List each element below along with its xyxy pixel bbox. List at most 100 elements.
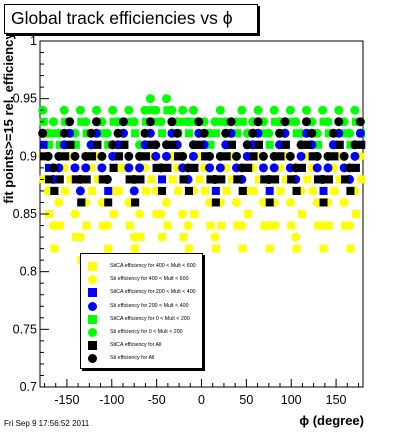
data-point [152,163,161,172]
data-point [124,163,134,173]
data-point [323,151,333,161]
data-point [258,163,268,173]
data-point [201,152,210,161]
data-point [140,140,150,150]
data-point [314,140,323,149]
data-point [221,128,231,138]
data-point [48,163,58,173]
x-tick-label: 100 [281,393,302,407]
data-point [66,140,75,149]
data-point [206,140,215,149]
x-tick-label: 150 [326,393,347,407]
x-axis-label: ϕ (degree) [299,413,364,428]
data-point [54,197,64,207]
data-point [217,175,226,184]
data-point [351,163,360,172]
legend-item: StiCA efficiency for 200 < Mult < 400 [81,286,202,299]
data-point [211,198,220,207]
series-3 [39,163,366,265]
data-point [124,151,134,161]
data-point [59,140,69,150]
data-point [312,163,322,173]
data-point [98,175,107,184]
legend-label: StiCA efficiency for All [110,342,162,349]
data-point [328,140,338,150]
data-point [152,210,161,218]
data-point [61,152,70,161]
data-point [265,244,274,253]
data-point [92,105,102,115]
data-point [217,221,226,230]
series-5 [39,140,366,207]
timestamp: Fri Sep 9 17:56:52 2011 [4,419,90,428]
data-point [206,221,215,230]
data-point [66,175,75,184]
data-point [114,186,123,195]
data-point [233,129,242,138]
data-point [188,140,198,150]
data-point [195,175,204,184]
data-point [145,117,155,127]
data-point [44,175,53,184]
data-point [97,151,107,161]
data-point [350,140,360,150]
data-point [319,186,328,195]
data-point [88,152,97,161]
data-point [221,140,231,150]
data-point [93,175,102,184]
legend-label: Sti efficiency for 200 < Mult < 400 [110,302,189,309]
data-point [75,105,85,115]
data-point [271,117,280,126]
data-point [276,152,285,161]
data-point [118,117,128,127]
legend-marker [88,354,97,364]
data-point [109,117,118,126]
data-point [167,117,177,127]
data-point [48,117,58,127]
data-point [140,128,150,138]
data-point [303,175,312,184]
data-point [114,152,123,161]
data-point [355,117,365,127]
data-point [319,117,328,126]
data-point [297,163,306,172]
data-point [59,105,69,115]
data-point [285,105,295,115]
data-point [125,221,134,230]
data-point [287,221,296,230]
data-point [141,186,150,195]
data-point [238,244,247,253]
data-point [163,221,172,230]
data-point [135,151,145,161]
data-point [341,175,350,184]
axes: -150 -100 -50 0 50 100 150 0.7 0.75 0.8 0.85 0.9 0.9… [13,34,360,407]
data-point [120,140,129,149]
data-point [211,244,220,253]
data-point [179,175,188,184]
legend-label: StiCA efficiency for 200 < Mult < 400 [110,289,196,296]
data-point [210,232,220,242]
data-point [50,186,59,195]
data-point [158,233,167,242]
data-point [109,210,118,218]
data-point [131,198,140,207]
legend-marker [88,328,97,337]
data-point [205,197,215,207]
legend-marker [88,275,97,285]
data-point [145,94,155,104]
x-tick-label: 50 [239,393,253,407]
legend-label: Sti efficiency for 400 < Mult < 600 [110,276,189,283]
data-point [158,186,167,195]
data-point [190,210,199,218]
data-point [350,151,360,161]
data-point [351,210,360,218]
data-point [158,175,167,184]
data-point [350,105,360,115]
data-point [178,105,188,115]
data-point [287,117,296,126]
data-point [281,175,290,184]
data-point [86,140,96,150]
data-point [357,140,366,149]
data-point [129,186,139,196]
y-tick-label: 0.95 [13,92,37,106]
